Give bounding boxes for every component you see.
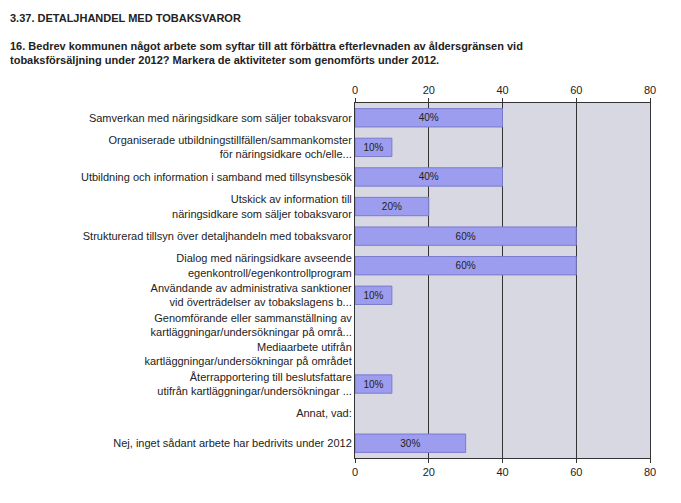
svg-text:Nej, inget sådant arbete har b: Nej, inget sådant arbete har bedrivits u… xyxy=(113,437,352,449)
svg-text:30%: 30% xyxy=(400,438,420,449)
svg-text:Annat, vad:: Annat, vad: xyxy=(296,407,352,419)
svg-text:40%: 40% xyxy=(419,112,439,123)
svg-text:20%: 20% xyxy=(382,201,402,212)
svg-text:10%: 10% xyxy=(363,290,383,301)
svg-text:20: 20 xyxy=(423,466,435,478)
svg-text:10%: 10% xyxy=(363,379,383,390)
svg-text:Organiserade utbildningstillfä: Organiserade utbildningstillfällen/samma… xyxy=(108,134,352,160)
svg-text:80: 80 xyxy=(644,466,656,478)
svg-text:10%: 10% xyxy=(363,142,383,153)
svg-text:16. Bedrev kommunen något arbe: 16. Bedrev kommunen något arbete som syf… xyxy=(10,40,523,66)
svg-text:Utskick av information tillnär: Utskick av information tillnäringsidkare… xyxy=(172,193,352,219)
svg-text:Återrapportering till beslutsf: Återrapportering till beslutsfattareutif… xyxy=(157,371,351,397)
svg-text:40%: 40% xyxy=(419,171,439,182)
svg-text:20: 20 xyxy=(423,84,435,96)
svg-text:Strukturerad tillsyn över deta: Strukturerad tillsyn över detaljhandeln … xyxy=(83,230,352,242)
svg-text:40: 40 xyxy=(496,84,508,96)
svg-text:3.37. DETALJHANDEL MED TOBAKSV: 3.37. DETALJHANDEL MED TOBAKSVAROR xyxy=(10,12,241,24)
svg-text:Utbildning och information i s: Utbildning och information i samband med… xyxy=(81,171,352,183)
svg-text:0: 0 xyxy=(352,84,358,96)
svg-text:Samverkan med näringsidkare so: Samverkan med näringsidkare som säljer t… xyxy=(89,112,352,124)
svg-text:Genomförande eller sammanställ: Genomförande eller sammanställning avkar… xyxy=(151,312,353,338)
svg-text:60%: 60% xyxy=(456,260,476,271)
svg-text:80: 80 xyxy=(644,84,656,96)
svg-text:Användande av administrativa s: Användande av administrativa sanktionerv… xyxy=(151,282,353,308)
svg-text:60: 60 xyxy=(570,466,582,478)
svg-text:60%: 60% xyxy=(456,231,476,242)
svg-text:Mediaarbete utifrånkartläggnin: Mediaarbete utifrånkartläggningar/unders… xyxy=(144,341,351,367)
svg-text:60: 60 xyxy=(570,84,582,96)
svg-text:Dialog med näringsidkare avsee: Dialog med näringsidkare avseendeegenkon… xyxy=(176,252,352,278)
svg-text:40: 40 xyxy=(496,466,508,478)
svg-text:0: 0 xyxy=(352,466,358,478)
